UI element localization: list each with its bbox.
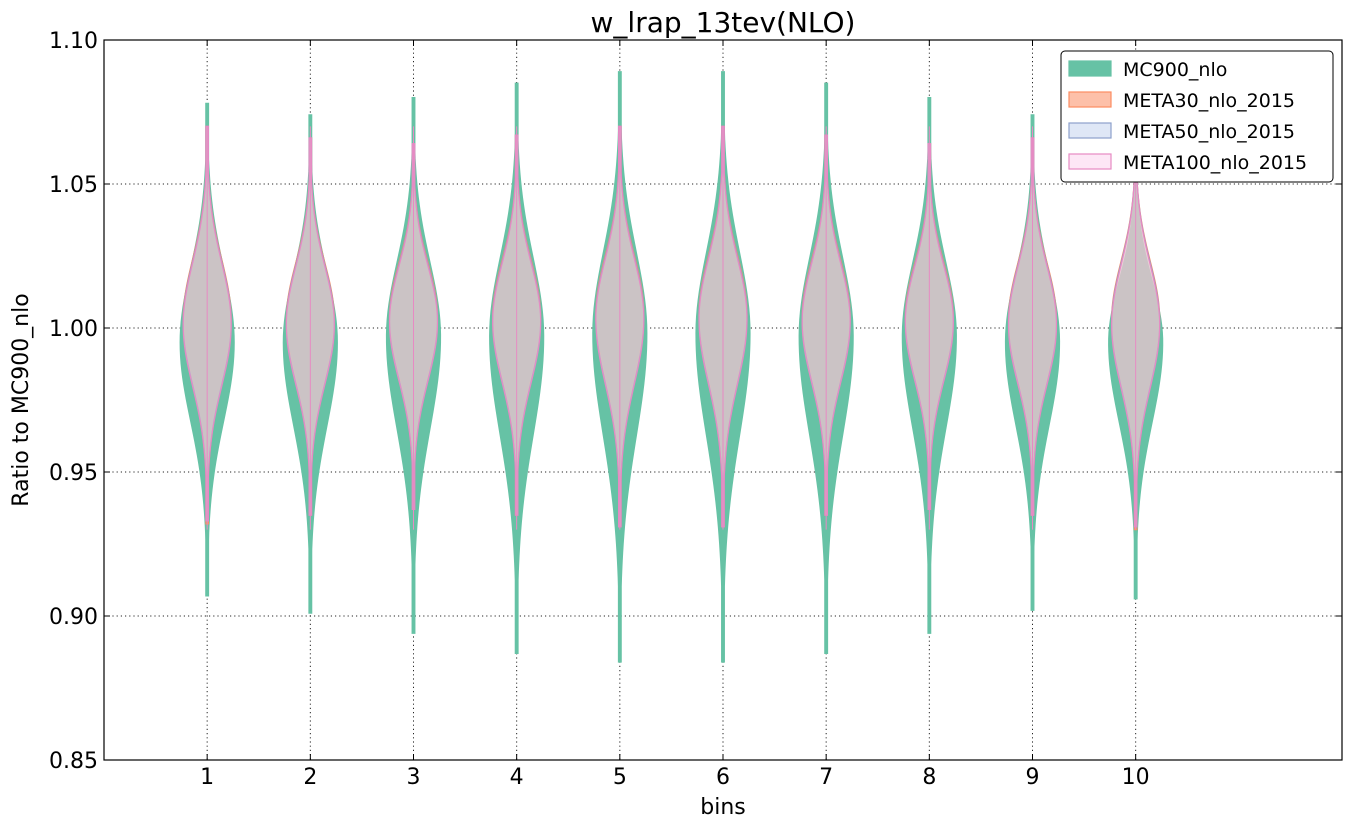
- legend-label: MC900_nlo: [1123, 59, 1227, 81]
- legend-label: META30_nlo_2015: [1123, 90, 1295, 112]
- y-tick-label: 1.10: [49, 29, 98, 54]
- x-tick-label: 1: [200, 765, 214, 790]
- y-tick-label: 1.00: [49, 317, 98, 342]
- x-tick-label: 9: [1026, 765, 1040, 790]
- x-tick-label: 5: [613, 765, 627, 790]
- y-tick-label: 1.05: [49, 173, 98, 198]
- violins: [179, 71, 1164, 663]
- x-tick-label: 2: [303, 765, 317, 790]
- x-tick-label: 6: [716, 765, 730, 790]
- x-tick-label: 3: [407, 765, 421, 790]
- legend-swatch: [1068, 153, 1112, 170]
- legend-swatch: [1068, 91, 1112, 108]
- x-tick-label: 8: [922, 765, 936, 790]
- legend-label: META50_nlo_2015: [1123, 121, 1295, 143]
- x-tick-label: 4: [510, 765, 524, 790]
- y-tick-label: 0.85: [49, 749, 98, 774]
- x-tick-label: 10: [1122, 765, 1150, 790]
- legend-label: META100_nlo_2015: [1123, 152, 1307, 174]
- legend-swatch: [1068, 60, 1112, 77]
- legend: MC900_nlo META30_nlo_2015 META50_nlo_2015 M…: [1060, 50, 1334, 183]
- axis-ticks: 1 2 3 4 5 6 7 8 9 10 0.85 0.90 0.95 1.00 1.05 1.10: [49, 29, 1342, 790]
- y-tick-label: 0.95: [49, 461, 98, 486]
- chart-title: w_lrap_13tev(NLO): [591, 6, 856, 39]
- y-axis-title: Ratio to MC900_nlo: [9, 293, 34, 506]
- x-tick-label: 7: [819, 765, 833, 790]
- y-tick-label: 0.90: [49, 605, 98, 630]
- legend-swatch: [1068, 122, 1112, 139]
- violin-series-3: [182, 125, 1161, 528]
- legend-box: [1060, 50, 1334, 183]
- x-axis-title: bins: [700, 795, 745, 820]
